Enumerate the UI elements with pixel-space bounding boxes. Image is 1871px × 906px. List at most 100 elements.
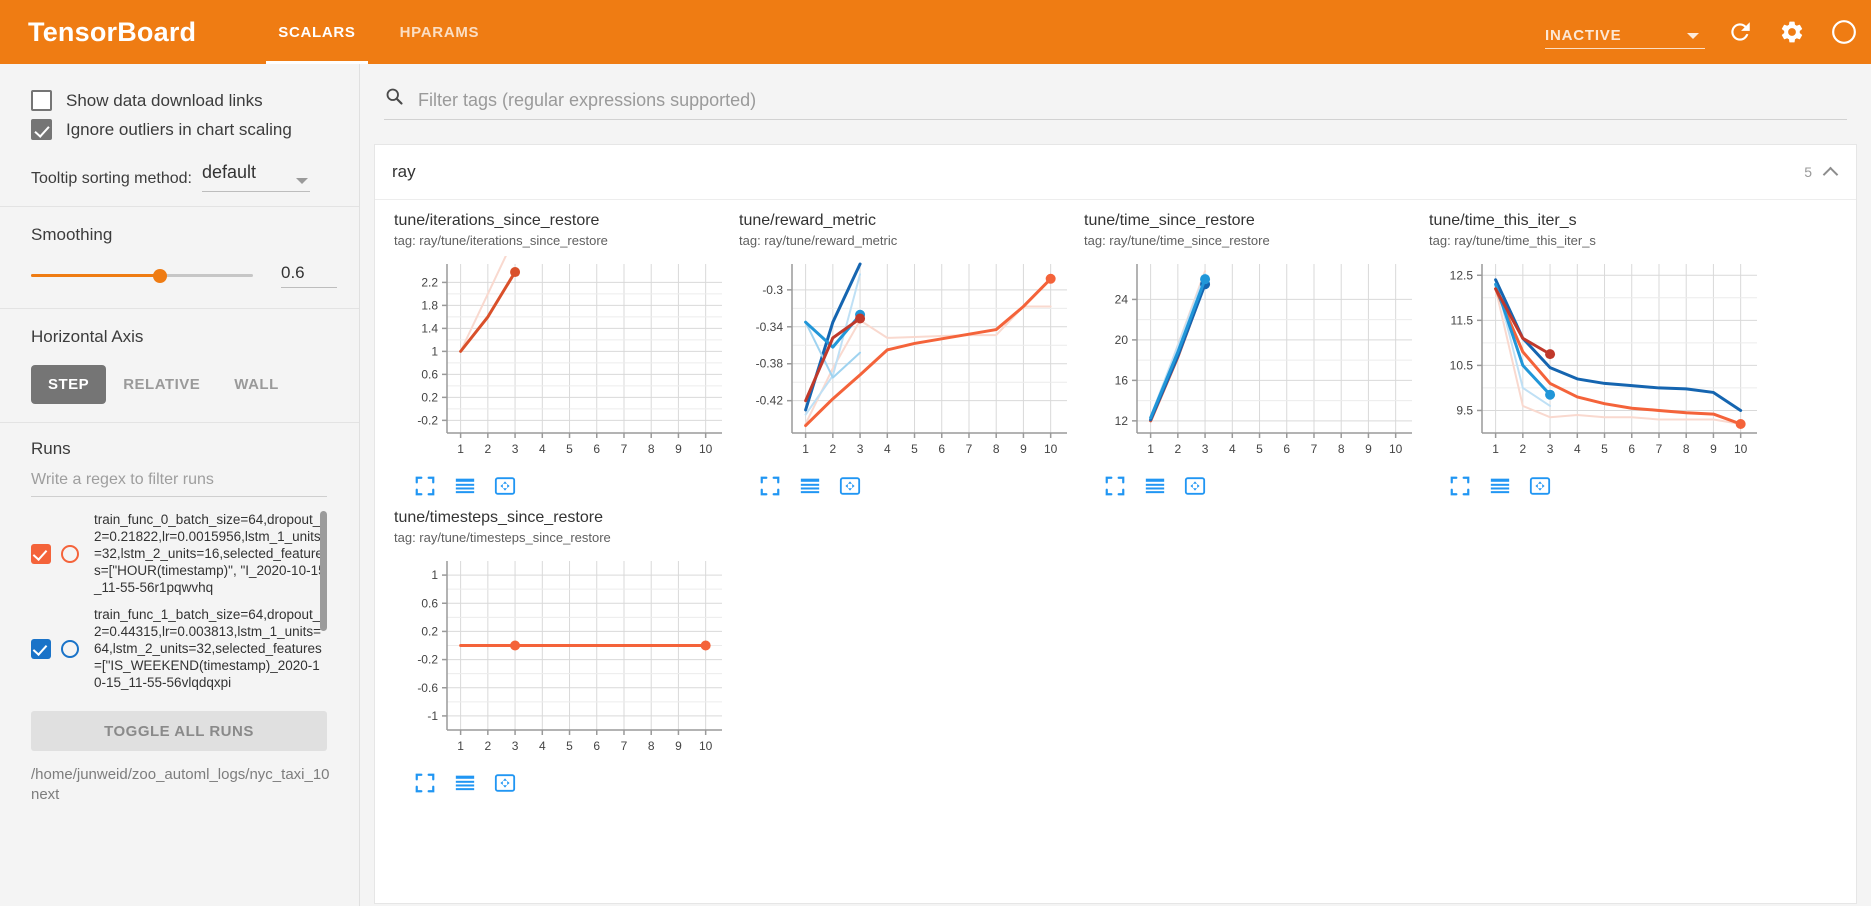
chart-plot[interactable]: -1 -0.6 -0.2 0.2 0.6 1 1 2 3 4 5 6 7 8 9 10 bbox=[389, 553, 734, 768]
chart-toolbar bbox=[414, 772, 734, 796]
fullscreen-icon[interactable] bbox=[839, 475, 863, 499]
tag-filter-input[interactable]: Filter tags (regular expressions support… bbox=[418, 90, 757, 110]
svg-text:4: 4 bbox=[884, 442, 891, 456]
ignore-outliers-row[interactable]: Ignore outliers in chart scaling bbox=[31, 119, 337, 140]
run-controls bbox=[31, 638, 89, 659]
tag-filter-bar[interactable]: Filter tags (regular expressions support… bbox=[384, 86, 1847, 120]
runs-scrollbar[interactable] bbox=[320, 511, 327, 631]
run-color-circle[interactable] bbox=[61, 544, 79, 563]
chart-plot[interactable]: 9.5 10.5 11.5 12.5 1 2 3 4 5 6 7 8 9 10 bbox=[1424, 256, 1769, 471]
svg-text:-0.6: -0.6 bbox=[417, 681, 438, 695]
svg-text:8: 8 bbox=[648, 739, 655, 753]
svg-text:6: 6 bbox=[593, 442, 600, 456]
toggle-all-runs-button[interactable]: TOGGLE ALL RUNS bbox=[31, 711, 327, 751]
chevron-down-icon bbox=[1687, 33, 1699, 39]
horizontal-axis-options: STEP RELATIVE WALL bbox=[31, 365, 337, 404]
run-color-circle[interactable] bbox=[61, 639, 79, 658]
smoothing-label: Smoothing bbox=[31, 225, 113, 244]
chart-plot[interactable]: 12 16 20 24 1 2 3 4 5 6 7 8 9 10 bbox=[1079, 256, 1424, 471]
smoothing-value-input[interactable]: 0.6 bbox=[281, 263, 337, 288]
svg-text:9: 9 bbox=[1020, 442, 1027, 456]
svg-text:3: 3 bbox=[857, 442, 864, 456]
reload-status-select[interactable]: INACTIVE bbox=[1545, 15, 1705, 49]
expand-icon[interactable] bbox=[1449, 475, 1473, 499]
tag-group-card: ray 5 tune/iterations_since_restore tag: … bbox=[374, 144, 1857, 904]
help-circle-icon[interactable] bbox=[1827, 15, 1861, 49]
horizontal-axis-label: Horizontal Axis bbox=[31, 327, 144, 346]
fullscreen-icon[interactable] bbox=[1529, 475, 1553, 499]
svg-text:6: 6 bbox=[1628, 442, 1635, 456]
chart-title: tune/time_this_iter_s bbox=[1429, 212, 1577, 229]
svg-text:10: 10 bbox=[699, 442, 713, 456]
svg-text:10: 10 bbox=[1044, 442, 1058, 456]
expand-icon[interactable] bbox=[414, 475, 438, 499]
tab-hparams[interactable]: HPARAMS bbox=[399, 23, 480, 41]
tag-group-header[interactable]: ray 5 bbox=[375, 145, 1856, 200]
gear-icon[interactable] bbox=[1775, 15, 1809, 49]
svg-text:-0.3: -0.3 bbox=[762, 283, 783, 297]
svg-text:-0.38: -0.38 bbox=[756, 357, 784, 371]
expand-icon[interactable] bbox=[759, 475, 783, 499]
tab-scalars[interactable]: SCALARS bbox=[256, 0, 377, 64]
chart-grid: tune/iterations_since_restore tag: ray/tu… bbox=[375, 200, 1856, 806]
chart-title: tune/timesteps_since_restore bbox=[394, 509, 603, 526]
svg-text:4: 4 bbox=[539, 442, 546, 456]
expand-icon[interactable] bbox=[414, 772, 438, 796]
slider-knob[interactable] bbox=[152, 268, 167, 283]
fullscreen-icon[interactable] bbox=[494, 772, 518, 796]
fullscreen-icon[interactable] bbox=[1184, 475, 1208, 499]
svg-text:10.5: 10.5 bbox=[1450, 358, 1474, 372]
svg-text:9: 9 bbox=[1365, 442, 1372, 456]
refresh-icon[interactable] bbox=[1723, 15, 1757, 49]
show-download-links-checkbox[interactable] bbox=[31, 90, 52, 111]
svg-text:2: 2 bbox=[1174, 442, 1181, 456]
svg-text:7: 7 bbox=[1311, 442, 1318, 456]
chart-toolbar bbox=[1104, 475, 1424, 499]
svg-text:8: 8 bbox=[1683, 442, 1690, 456]
run-checkbox[interactable] bbox=[31, 638, 51, 659]
svg-text:5: 5 bbox=[566, 739, 573, 753]
smoothing-slider[interactable] bbox=[31, 266, 253, 286]
smoothing-section: Smoothing 0.6 bbox=[0, 207, 359, 309]
expand-icon[interactable] bbox=[1104, 475, 1128, 499]
top-app-bar: TensorBoard SCALARS HPARAMS INACTIVE bbox=[0, 0, 1871, 64]
display-options-section: Show data download links Ignore outliers… bbox=[0, 64, 359, 207]
smoothing-control: 0.6 bbox=[31, 263, 337, 288]
data-table-icon[interactable] bbox=[454, 772, 478, 796]
runs-filter-input[interactable]: Write a regex to filter runs bbox=[31, 471, 327, 497]
svg-text:6: 6 bbox=[593, 739, 600, 753]
haxis-wall-button[interactable]: WALL bbox=[234, 376, 279, 393]
chart-tag: tag: ray/tune/time_this_iter_s bbox=[1429, 233, 1596, 248]
runs-list[interactable]: train_func_0_batch_size=64,dropout_2=0.2… bbox=[31, 511, 327, 701]
chart-tag: tag: ray/tune/iterations_since_restore bbox=[394, 233, 608, 248]
haxis-step-button[interactable]: STEP bbox=[31, 365, 107, 404]
run-list-item[interactable]: train_func_0_batch_size=64,dropout_2=0.2… bbox=[31, 511, 327, 596]
svg-text:5: 5 bbox=[566, 442, 573, 456]
run-list-item[interactable]: train_func_1_batch_size=64,dropout_2=0.4… bbox=[31, 606, 327, 691]
haxis-relative-button[interactable]: RELATIVE bbox=[123, 376, 201, 393]
svg-text:16: 16 bbox=[1115, 373, 1129, 387]
svg-text:9.5: 9.5 bbox=[1456, 403, 1473, 417]
tooltip-sorting-row: Tooltip sorting method: default bbox=[31, 162, 337, 192]
fullscreen-icon[interactable] bbox=[494, 475, 518, 499]
tooltip-sorting-value: default bbox=[201, 162, 257, 182]
show-download-links-row[interactable]: Show data download links bbox=[31, 90, 337, 111]
svg-text:2: 2 bbox=[484, 442, 491, 456]
tooltip-sorting-select[interactable]: default bbox=[201, 162, 310, 192]
chart-toolbar bbox=[414, 475, 734, 499]
svg-text:7: 7 bbox=[966, 442, 973, 456]
data-table-icon[interactable] bbox=[1144, 475, 1168, 499]
chart-cell: tune/reward_metric tag: ray/tune/reward_m… bbox=[734, 212, 1079, 499]
data-table-icon[interactable] bbox=[1489, 475, 1513, 499]
chart-title: tune/iterations_since_restore bbox=[394, 212, 600, 229]
tag-group-count: 5 bbox=[1804, 164, 1812, 180]
chart-plot[interactable]: -0.42 -0.38 -0.34 -0.3 1 2 3 4 5 6 7 8 9 10 bbox=[734, 256, 1079, 471]
data-table-icon[interactable] bbox=[799, 475, 823, 499]
run-checkbox[interactable] bbox=[31, 543, 51, 564]
data-table-icon[interactable] bbox=[454, 475, 478, 499]
chevron-up-icon[interactable] bbox=[1824, 165, 1838, 179]
ignore-outliers-checkbox[interactable] bbox=[31, 119, 52, 140]
chart-plot[interactable]: -0.2 0.2 0.6 1 1.4 1.8 2.2 1 2 3 4 5 6 7 8 9 10 bbox=[389, 256, 734, 471]
svg-text:3: 3 bbox=[1547, 442, 1554, 456]
svg-text:5: 5 bbox=[1601, 442, 1608, 456]
